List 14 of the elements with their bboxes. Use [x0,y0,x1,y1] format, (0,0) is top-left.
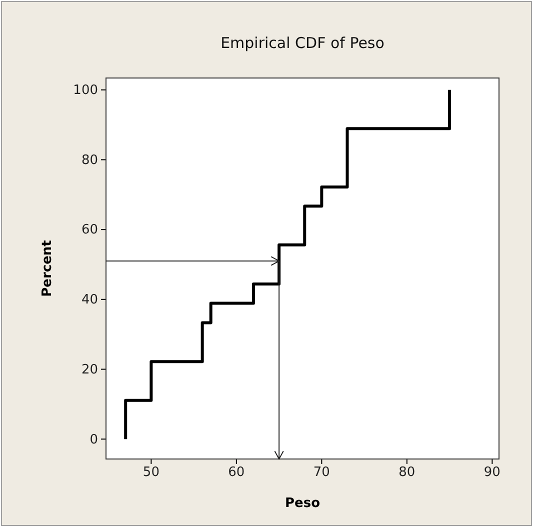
y-tick-label: 40 [81,292,98,308]
x-axis-title: Peso [284,496,320,511]
y-tick-label: 80 [81,152,98,168]
y-tick-label: 100 [73,83,98,98]
x-tick-label: 50 [142,465,160,480]
x-tick-label: 90 [484,465,500,480]
chart-title: Empirical CDF of Peso [220,34,384,52]
y-tick-label: 0 [90,432,98,448]
y-tick-label: 20 [81,362,98,378]
x-tick-label: 60 [228,465,245,480]
x-tick-label: 70 [313,465,330,480]
x-tick-label: 80 [398,465,416,480]
y-axis-title: Percent [40,240,55,297]
y-tick-label: 60 [81,222,98,238]
